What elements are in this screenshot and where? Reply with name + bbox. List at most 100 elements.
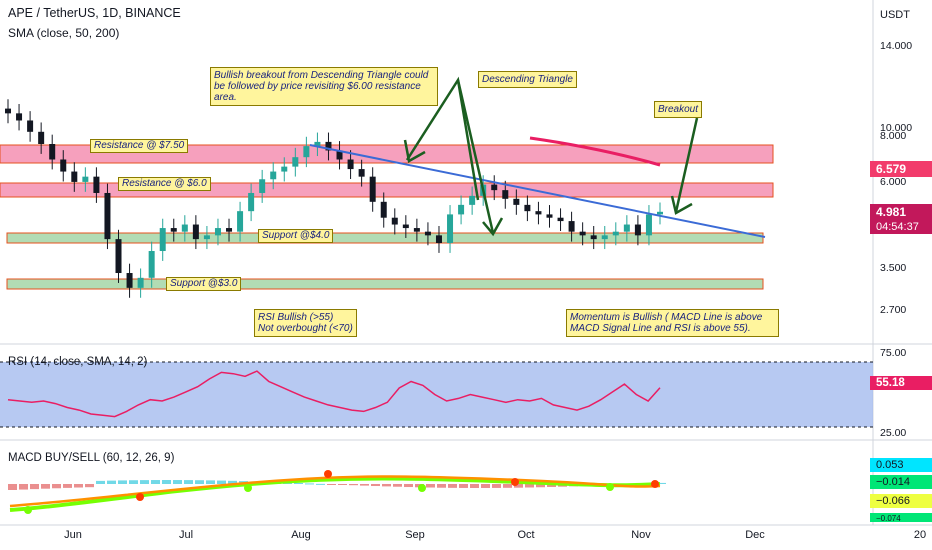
macd-histogram-bar: [41, 484, 50, 489]
candle-body: [502, 190, 509, 199]
price-tick-8: 8.000: [880, 130, 907, 142]
candle-body: [601, 235, 608, 240]
macd-histogram-bar: [525, 484, 534, 488]
support-400-label: Support @$4.0: [258, 229, 334, 243]
macd-histogram-bar: [382, 484, 391, 487]
macd-histogram-bar: [349, 484, 358, 486]
candle-body: [49, 143, 56, 160]
macd-histogram-bar: [74, 484, 83, 488]
macd-histogram-bar: [404, 484, 413, 488]
macd-signal-dot: [24, 506, 32, 514]
macd-signal-dot: [136, 493, 144, 501]
candle-body: [369, 176, 376, 202]
macd-signal-dot: [651, 480, 659, 488]
macd-histogram-bar: [228, 480, 237, 484]
macd-value-1: 0.053: [870, 458, 932, 472]
macd-histogram-bar: [492, 484, 501, 488]
candle-body: [93, 176, 100, 193]
macd-histogram-bar: [448, 484, 457, 488]
resistance-price-badge: 6.579: [870, 161, 932, 177]
candle-body: [435, 235, 442, 243]
candle-body: [325, 141, 332, 151]
macd-histogram-bar: [217, 480, 226, 484]
macd-histogram-bar: [437, 484, 446, 488]
descending-trendline: [309, 144, 766, 238]
candle-body: [5, 108, 11, 114]
candle-body: [634, 224, 641, 236]
candle-body: [336, 150, 343, 160]
macd-histogram-bar: [294, 482, 303, 484]
rsi-band: [0, 362, 873, 427]
candle-body: [491, 184, 498, 191]
candle-body: [170, 228, 177, 232]
candle-body: [71, 171, 78, 182]
descending-triangle-note: Descending Triangle: [478, 71, 577, 88]
current-price-badge: 4.981: [870, 204, 932, 220]
price-tick-6: 6.000: [880, 176, 907, 188]
x-tick-next-year: 20: [913, 529, 927, 541]
bullish-breakout-note: Bullish breakout from Descending Triangl…: [210, 67, 438, 106]
macd-histogram-bar: [459, 484, 468, 488]
candle-body: [292, 157, 299, 167]
candle-body: [281, 166, 288, 172]
arrowhead-breakout: [670, 195, 693, 215]
candle-body: [203, 235, 210, 240]
macd-histogram-bar: [96, 480, 105, 484]
candle-body: [612, 231, 619, 236]
macd-histogram-bar: [305, 483, 314, 485]
macd-histogram-bar: [316, 483, 325, 485]
candle-body: [546, 214, 553, 218]
macd-histogram-bar: [371, 484, 380, 487]
candle-body: [623, 224, 630, 232]
sma-legend: SMA (close, 50, 200): [8, 26, 120, 40]
macd-histogram-bar: [426, 484, 435, 488]
candle-body: [237, 211, 244, 232]
sma-200-line: [529, 136, 661, 167]
candle-body: [214, 228, 221, 236]
resistance-600-label: Resistance @ $6.0: [118, 177, 211, 191]
rsi-tick-75: 75.00: [880, 347, 907, 359]
macd-signal-dot: [244, 484, 252, 492]
rsi-value-badge: 55.18: [870, 376, 932, 390]
candle-body: [60, 159, 67, 172]
candle-body: [270, 171, 277, 180]
x-tick-aug: Aug: [291, 529, 311, 541]
macd-histogram-bar: [19, 484, 28, 490]
candle-body: [181, 224, 188, 232]
candle-body: [557, 217, 564, 222]
breakout-note: Breakout: [654, 101, 703, 118]
macd-histogram-bar: [30, 484, 39, 490]
macd-value-2: −0.014: [870, 475, 932, 489]
macd-histogram-bar: [657, 482, 666, 484]
x-tick-nov: Nov: [631, 529, 651, 541]
macd-histogram-bar: [184, 480, 193, 484]
rsi-legend: RSI (14, close, SMA, 14, 2): [8, 356, 148, 368]
macd-signal-line: [9, 475, 661, 508]
candle-body: [248, 192, 255, 212]
rsi-tick-25: 25.00: [880, 427, 907, 439]
rsi-bullish-note: RSI Bullish (>55) Not overbought (<70): [254, 309, 357, 337]
macd-legend: MACD BUY/SELL (60, 12, 26, 9): [8, 452, 175, 464]
candle-body: [27, 120, 34, 132]
price-tick-14: 14.000: [880, 40, 913, 52]
x-tick-sep: Sep: [405, 529, 425, 541]
macd-histogram-bar: [536, 484, 545, 488]
candle-body: [16, 113, 23, 121]
macd-histogram-bar: [470, 484, 479, 488]
triangle-arrow-right: [456, 79, 495, 234]
candle-body: [303, 146, 310, 158]
macd-histogram-bar: [162, 480, 171, 484]
macd-histogram-bar: [503, 484, 512, 488]
support-400-zone: [6, 232, 764, 244]
x-tick-oct: Oct: [517, 529, 535, 541]
candle-body: [513, 198, 520, 205]
macd-signal-dot: [511, 478, 519, 486]
candle-body: [469, 195, 476, 205]
price-tick-10: 10.000: [880, 122, 913, 134]
candle-body: [579, 231, 586, 236]
macd-histogram-bar: [63, 484, 72, 488]
macd-signal-dot: [324, 470, 332, 478]
arrowhead-left: [403, 139, 426, 163]
